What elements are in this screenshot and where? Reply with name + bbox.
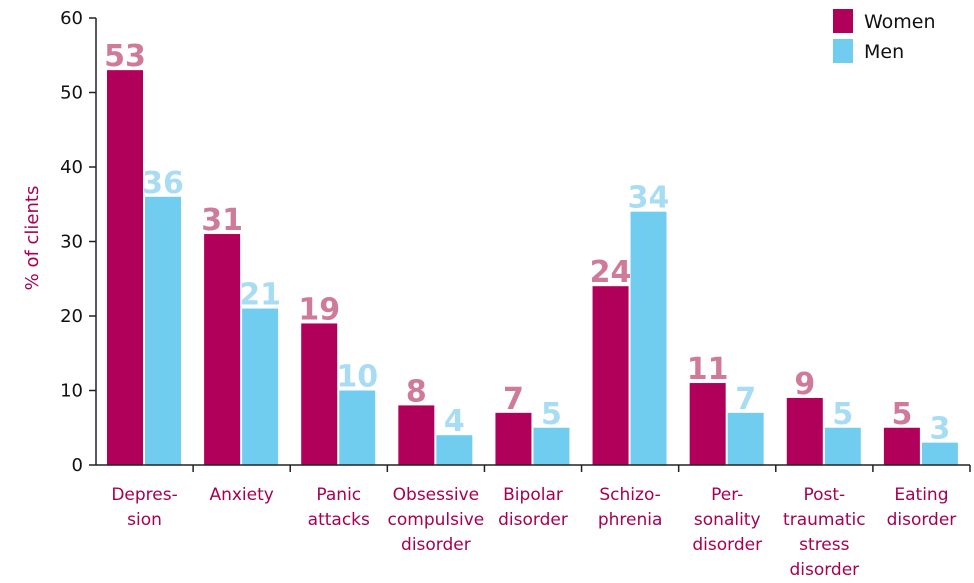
bar-women bbox=[592, 286, 629, 465]
legend-label-women: Women bbox=[864, 11, 936, 33]
bar-women bbox=[883, 427, 920, 465]
value-label-men: 4 bbox=[444, 404, 465, 439]
category-label: Eating disorder bbox=[887, 485, 957, 530]
category-label: Anxiety bbox=[209, 485, 273, 505]
category-label: Depres-sion bbox=[111, 485, 177, 530]
value-label-men: 34 bbox=[628, 181, 670, 216]
x-axis: Depres-sion Anxiety Panic attacks Obsessive c… bbox=[96, 464, 971, 580]
value-label-women: 53 bbox=[104, 39, 146, 74]
category-label: Per-sonality disorder bbox=[692, 485, 762, 555]
legend: Women Men bbox=[833, 9, 936, 63]
value-label-women: 24 bbox=[590, 255, 632, 290]
bar-men bbox=[533, 427, 570, 465]
category-label: Bipolar disorder bbox=[498, 485, 568, 530]
bar-men bbox=[921, 442, 958, 465]
value-label-men: 10 bbox=[336, 360, 378, 395]
y-tick-label: 60 bbox=[60, 8, 83, 29]
legend-swatch-men bbox=[833, 39, 853, 63]
category-label: Schizo-phrenia bbox=[598, 485, 663, 530]
y-axis: 0 10 20 30 40 50 60 bbox=[60, 8, 97, 476]
value-label-women: 5 bbox=[891, 397, 912, 432]
value-label-men: 36 bbox=[142, 166, 184, 201]
y-tick-label: 30 bbox=[60, 232, 83, 253]
bar-men bbox=[824, 427, 861, 465]
category-label: Obsessive compulsive disorder bbox=[388, 485, 485, 555]
value-label-women: 8 bbox=[406, 374, 427, 409]
category-label: Panic attacks bbox=[308, 485, 370, 530]
value-label-women: 9 bbox=[794, 367, 815, 402]
legend-label-men: Men bbox=[864, 41, 904, 63]
y-tick-label: 10 bbox=[60, 381, 83, 402]
bar-men bbox=[727, 412, 764, 465]
value-label-women: 11 bbox=[687, 352, 729, 387]
bar-women bbox=[495, 412, 532, 465]
bar-women bbox=[398, 405, 435, 465]
bar-women bbox=[786, 397, 823, 465]
bar-men bbox=[436, 435, 473, 465]
value-label-men: 3 bbox=[929, 412, 950, 447]
value-label-women: 19 bbox=[298, 292, 340, 327]
bar-men bbox=[242, 308, 279, 465]
bar-men bbox=[339, 390, 376, 465]
bar-men bbox=[145, 196, 181, 466]
bars bbox=[107, 70, 958, 466]
y-tick-label: 40 bbox=[60, 157, 83, 178]
bar-women bbox=[107, 70, 143, 466]
bar-women bbox=[301, 323, 338, 465]
y-tick-label: 0 bbox=[72, 455, 83, 476]
value-label-men: 5 bbox=[541, 397, 562, 432]
value-label-men: 7 bbox=[735, 382, 756, 417]
y-tick-label: 20 bbox=[60, 306, 83, 327]
legend-swatch-women bbox=[833, 9, 853, 33]
value-label-women: 7 bbox=[503, 382, 524, 417]
value-label-men: 21 bbox=[239, 278, 281, 313]
y-tick-label: 50 bbox=[60, 83, 83, 104]
bar-women bbox=[689, 383, 726, 465]
value-label-women: 31 bbox=[201, 203, 243, 238]
bar-men bbox=[630, 211, 667, 465]
y-axis-label: % of clients bbox=[22, 186, 43, 291]
value-label-men: 5 bbox=[832, 397, 853, 432]
category-label: Post-traumatic stress disorder bbox=[783, 485, 866, 580]
bar-women bbox=[204, 234, 241, 465]
